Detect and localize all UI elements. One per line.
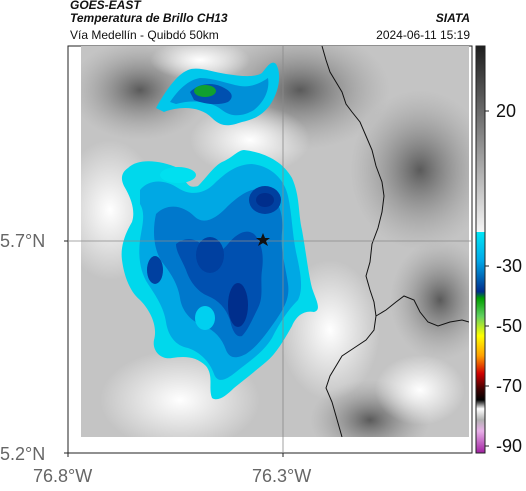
- colorbar-label: -50: [496, 316, 523, 336]
- colorbar-label: 20: [496, 101, 517, 121]
- satellite-title: GOES-EAST: [70, 0, 141, 12]
- lat-tick-label: 5.2°N: [0, 444, 46, 464]
- borders: [321, 46, 469, 437]
- timestamp: 2024-06-11 15:19: [376, 28, 470, 42]
- colorbar: [475, 45, 489, 454]
- route-subtitle: Vía Medellín - Quibdó 50km: [70, 28, 219, 42]
- lon-tick-label: 76.3°W: [252, 466, 312, 486]
- lon-tick-label: 76.8°W: [33, 466, 93, 486]
- product-title: Temperatura de Brillo CH13: [70, 11, 228, 25]
- star-icon: [256, 233, 270, 246]
- colorbar-label: -90: [496, 436, 523, 456]
- colorbar-label: -30: [496, 256, 523, 276]
- credit-label: SIATA: [435, 11, 470, 25]
- lat-tick-label: 5.7°N: [0, 231, 46, 251]
- colorbar-label: -70: [496, 376, 523, 396]
- satellite-image: [81, 46, 469, 437]
